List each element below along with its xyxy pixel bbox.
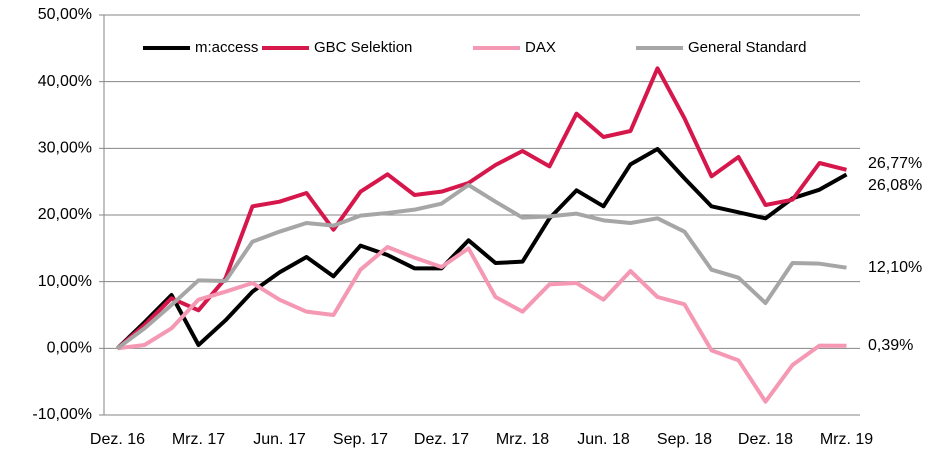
y-tick-label: -10,00% — [32, 406, 92, 423]
x-tick-label: Jun. 17 — [253, 431, 306, 448]
y-tick-label: 0,00% — [47, 340, 92, 357]
series-line — [117, 245, 847, 404]
x-tick-label: Sep. 18 — [657, 431, 712, 448]
x-tick-label: Dez. 18 — [738, 431, 793, 448]
end-label: 26,08% — [868, 177, 922, 194]
y-tick-label: 40,00% — [38, 73, 92, 90]
y-tick-label: 20,00% — [38, 206, 92, 223]
x-tick-label: Jun. 18 — [577, 431, 630, 448]
x-tick-label: Dez. 16 — [90, 431, 145, 448]
series-line — [116, 183, 847, 350]
end-label: 12,10% — [868, 259, 922, 276]
y-tick-label: 30,00% — [38, 140, 92, 157]
x-tick-label: Mrz. 17 — [172, 431, 225, 448]
series-line — [116, 66, 847, 350]
x-tick-label: Dez. 17 — [414, 431, 469, 448]
series-line — [116, 147, 848, 350]
legend-label: DAX — [525, 39, 556, 56]
legend-label: General Standard — [688, 39, 806, 56]
legend-label: GBC Selektion — [314, 39, 412, 56]
y-tick-label: 10,00% — [38, 273, 92, 290]
x-tick-label: Mrz. 18 — [496, 431, 549, 448]
end-label: 26,77% — [868, 155, 922, 172]
x-tick-label: Mrz. 19 — [820, 431, 873, 448]
x-tick-label: Sep. 17 — [333, 431, 388, 448]
legend-label: m:access — [195, 39, 258, 56]
end-label: 0,39% — [868, 337, 913, 354]
y-tick-label: 50,00% — [38, 6, 92, 23]
